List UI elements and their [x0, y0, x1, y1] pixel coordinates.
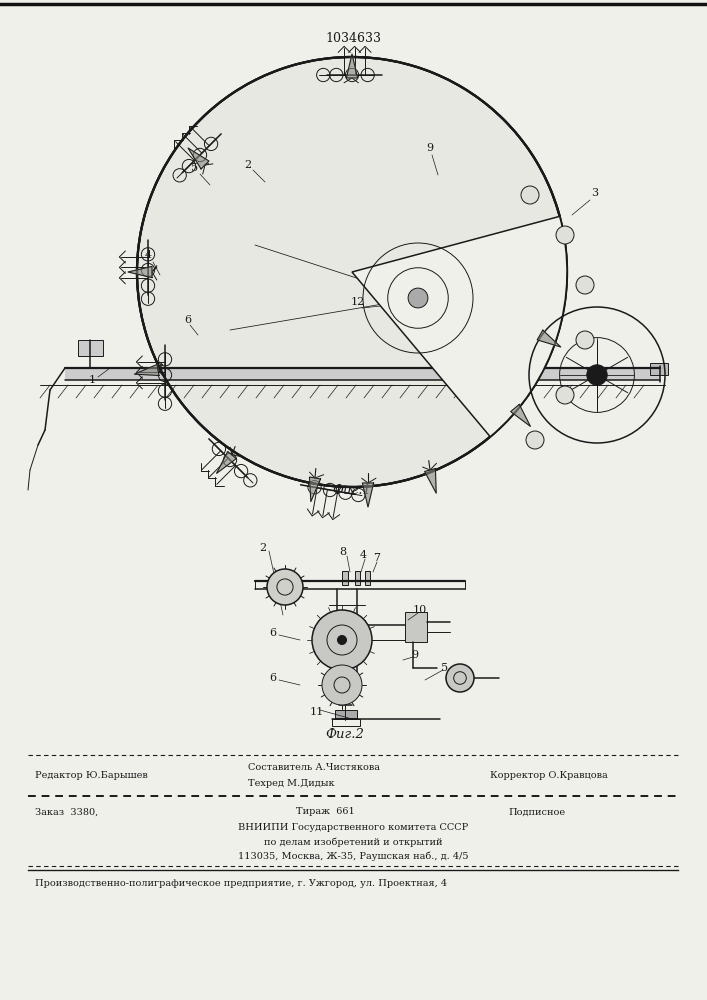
Text: Подписное: Подписное: [508, 808, 565, 816]
Text: Фиг.2: Фиг.2: [325, 728, 364, 742]
Bar: [78, 340, 103, 356]
Circle shape: [556, 386, 574, 404]
Text: 9: 9: [411, 650, 419, 660]
Polygon shape: [134, 364, 159, 376]
Polygon shape: [510, 404, 530, 426]
Bar: [65, 368, 660, 380]
Bar: [335, 710, 357, 718]
Circle shape: [576, 331, 594, 349]
Circle shape: [521, 186, 539, 204]
Bar: [365, 571, 370, 585]
Circle shape: [322, 665, 362, 705]
Bar: [650, 363, 668, 375]
Text: 4: 4: [144, 250, 151, 260]
Text: Составитель А.Чистякова: Составитель А.Чистякова: [248, 764, 380, 772]
Circle shape: [556, 226, 574, 244]
Bar: [355, 571, 360, 585]
Text: Редактор Ю.Барышев: Редактор Ю.Барышев: [35, 770, 148, 780]
Circle shape: [526, 431, 544, 449]
Wedge shape: [352, 216, 567, 437]
Circle shape: [312, 610, 372, 670]
Text: 10: 10: [413, 605, 427, 615]
Circle shape: [267, 569, 303, 605]
Text: Корректор О.Кравцова: Корректор О.Кравцова: [490, 770, 608, 780]
Polygon shape: [425, 469, 436, 493]
Text: 4: 4: [359, 550, 366, 560]
Text: 2: 2: [259, 543, 267, 553]
Polygon shape: [363, 483, 373, 507]
Text: 2: 2: [245, 160, 252, 170]
Text: 6: 6: [269, 628, 276, 638]
Bar: [332, 719, 360, 726]
Text: 5: 5: [192, 163, 199, 173]
Circle shape: [446, 664, 474, 692]
Polygon shape: [216, 451, 236, 473]
Circle shape: [137, 57, 567, 487]
Polygon shape: [537, 330, 561, 347]
Bar: [342, 571, 348, 585]
Circle shape: [576, 276, 594, 294]
Text: 9: 9: [426, 143, 433, 153]
Polygon shape: [346, 54, 358, 78]
Polygon shape: [188, 148, 209, 169]
Polygon shape: [310, 477, 320, 502]
Text: 8: 8: [339, 547, 346, 557]
Text: 1034633: 1034633: [325, 31, 382, 44]
Text: 3: 3: [592, 188, 599, 198]
Text: 5: 5: [441, 663, 448, 673]
Text: ВНИИПИ Государственного комитета СССР: ВНИИПИ Государственного комитета СССР: [238, 824, 468, 832]
Circle shape: [337, 636, 346, 645]
Bar: [405, 612, 427, 642]
Text: 11: 11: [310, 707, 324, 717]
Text: 113035, Москва, Ж-35, Раушская наб., д. 4/5: 113035, Москва, Ж-35, Раушская наб., д. …: [238, 851, 468, 861]
Text: Производственно-полиграфическое предприятие, г. Ужгород, ул. Проектная, 4: Производственно-полиграфическое предприя…: [35, 879, 447, 888]
Text: 6: 6: [185, 315, 192, 325]
Text: Тираж  661: Тираж 661: [296, 808, 355, 816]
Text: Фиг.1: Фиг.1: [332, 484, 371, 496]
Text: Техред М.Дидык: Техред М.Дидык: [248, 778, 334, 788]
Text: Заказ  3380,: Заказ 3380,: [35, 808, 98, 816]
Text: 1: 1: [88, 375, 95, 385]
Polygon shape: [128, 266, 152, 278]
Circle shape: [587, 365, 607, 385]
Circle shape: [408, 288, 428, 308]
Text: 6: 6: [269, 673, 276, 683]
Text: по делам изобретений и открытий: по делам изобретений и открытий: [264, 837, 443, 847]
Text: 12: 12: [351, 297, 365, 307]
Text: 7: 7: [373, 553, 380, 563]
